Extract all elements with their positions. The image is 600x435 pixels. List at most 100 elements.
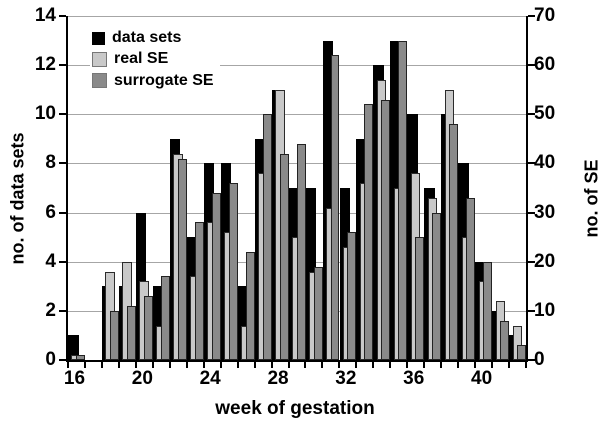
surrogate-se-bar-week-25 <box>228 183 238 360</box>
left-tick-12 <box>59 64 66 67</box>
x-axis-label-32: 32 <box>335 368 357 389</box>
week-group-29 <box>288 16 306 360</box>
left-axis-label-12: 12 <box>34 54 56 76</box>
x-minor-tick <box>508 362 511 368</box>
legend-swatch-icon <box>92 31 105 45</box>
right-axis-label-60: 60 <box>534 54 556 76</box>
surrogate-se-bar-week-26 <box>245 251 255 360</box>
right-axis-label-10: 10 <box>534 299 556 321</box>
week-group-36 <box>407 16 425 360</box>
surrogate-se-bar-week-33 <box>364 104 374 360</box>
legend: data sets real SE surrogate SE <box>90 24 220 96</box>
week-group-41 <box>492 16 510 360</box>
left-axis-label-4: 4 <box>45 250 56 272</box>
right-axis-label-30: 30 <box>534 201 556 223</box>
left-tick-6 <box>59 211 66 214</box>
x-minor-tick <box>372 362 375 368</box>
right-axis-title: no. of SE <box>581 159 600 238</box>
x-minor-tick <box>100 362 103 368</box>
right-tick-30 <box>528 211 535 214</box>
x-minor-tick <box>406 362 409 368</box>
x-minor-tick <box>219 362 222 368</box>
x-minor-tick <box>457 362 460 368</box>
week-group-18 <box>101 16 119 360</box>
x-minor-tick <box>117 362 120 368</box>
surrogate-se-bar-week-34 <box>381 99 391 360</box>
surrogate-se-bar-week-21 <box>160 276 170 360</box>
legend-item-1: real SE <box>92 50 214 68</box>
right-tick-50 <box>528 113 535 116</box>
legend-label: data sets <box>112 29 182 46</box>
surrogate-se-bar-week-24 <box>211 192 221 360</box>
x-minor-tick <box>321 362 324 368</box>
legend-label: real SE <box>114 50 169 68</box>
legend-item-0: data sets <box>92 29 214 47</box>
week-group-22 <box>169 16 187 360</box>
week-group-23 <box>186 16 204 360</box>
x-minor-tick <box>270 362 273 368</box>
x-axis-label-36: 36 <box>403 368 425 389</box>
surrogate-se-bar-week-38 <box>449 124 459 360</box>
right-axis-label-20: 20 <box>534 250 556 272</box>
surrogate-se-bar-week-30 <box>313 266 323 360</box>
x-minor-tick <box>440 362 443 368</box>
x-axis-title: week of gestation <box>215 398 375 419</box>
x-minor-tick <box>202 362 205 368</box>
x-axis-label-28: 28 <box>267 368 289 389</box>
right-axis-label-70: 70 <box>534 5 556 26</box>
plot-area: data sets real SE surrogate SE <box>59 15 535 368</box>
gridline-y14 <box>68 16 526 17</box>
right-tick-20 <box>528 260 535 263</box>
surrogate-se-bar-week-41 <box>500 320 510 360</box>
week-group-38 <box>441 16 459 360</box>
right-axis-label-40: 40 <box>534 152 556 174</box>
surrogate-se-bar-week-42 <box>517 345 527 360</box>
x-minor-tick <box>355 362 358 368</box>
x-minor-tick <box>287 362 290 368</box>
week-group-28 <box>271 16 289 360</box>
surrogate-se-bar-week-19 <box>126 305 136 360</box>
week-group-39 <box>458 16 476 360</box>
right-tick-10 <box>528 309 535 312</box>
surrogate-se-bar-week-28 <box>279 153 289 360</box>
x-minor-tick <box>389 362 392 368</box>
legend-label: surrogate SE <box>114 71 214 89</box>
gridline-y10 <box>68 114 526 116</box>
x-minor-tick <box>67 362 69 368</box>
x-minor-tick <box>185 362 188 368</box>
left-tick-8 <box>59 162 66 165</box>
week-group-26 <box>237 16 255 360</box>
left-axis-label-10: 10 <box>34 103 56 125</box>
surrogate-se-bar-week-27 <box>262 114 272 360</box>
week-group-19 <box>118 16 136 360</box>
surrogate-se-bar-week-18 <box>109 310 119 360</box>
week-group-20 <box>135 16 153 360</box>
surrogate-se-bar-week-32 <box>347 232 357 360</box>
surrogate-se-bar-week-40 <box>483 261 493 360</box>
week-group-33 <box>356 16 374 360</box>
week-group-34 <box>373 16 391 360</box>
surrogate-se-bar-week-29 <box>296 143 306 360</box>
data-sets-bar-week-21 <box>152 286 164 360</box>
right-axis-label-50: 50 <box>534 103 556 125</box>
left-tick-10 <box>59 113 66 116</box>
x-axis-label-20: 20 <box>131 368 153 389</box>
x-axis-label-16: 16 <box>63 368 86 389</box>
surrogate-se-bar-week-37 <box>432 212 442 360</box>
x-minor-tick <box>253 362 256 368</box>
surrogate-se-bar-week-31 <box>330 55 340 360</box>
data-sets-bar-week-26 <box>237 286 249 360</box>
left-tick-2 <box>59 309 66 312</box>
week-group-32 <box>339 16 357 360</box>
week-group-30 <box>305 16 323 360</box>
x-minor-tick <box>525 362 527 368</box>
week-group-37 <box>424 16 442 360</box>
x-minor-tick <box>491 362 494 368</box>
week-group-21 <box>152 16 170 360</box>
x-minor-tick <box>83 362 86 368</box>
surrogate-se-bar-week-23 <box>194 222 204 360</box>
left-tick-4 <box>59 260 66 263</box>
week-group-24 <box>203 16 221 360</box>
left-tick-14 <box>59 15 66 17</box>
